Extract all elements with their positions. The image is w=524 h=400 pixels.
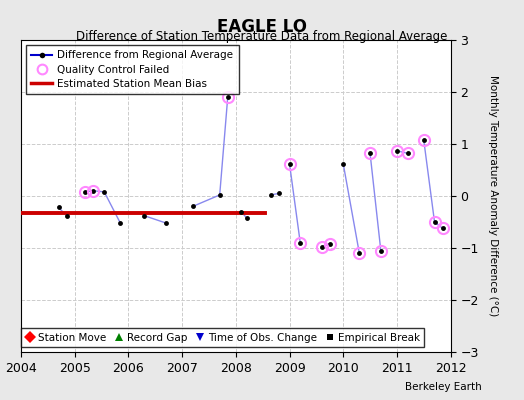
Y-axis label: Monthly Temperature Anomaly Difference (°C): Monthly Temperature Anomaly Difference (… [488,75,498,317]
Text: EAGLE LO: EAGLE LO [217,18,307,36]
Text: Berkeley Earth: Berkeley Earth [406,382,482,392]
Legend: Station Move, Record Gap, Time of Obs. Change, Empirical Break: Station Move, Record Gap, Time of Obs. C… [21,328,424,347]
Text: Difference of Station Temperature Data from Regional Average: Difference of Station Temperature Data f… [77,30,447,43]
